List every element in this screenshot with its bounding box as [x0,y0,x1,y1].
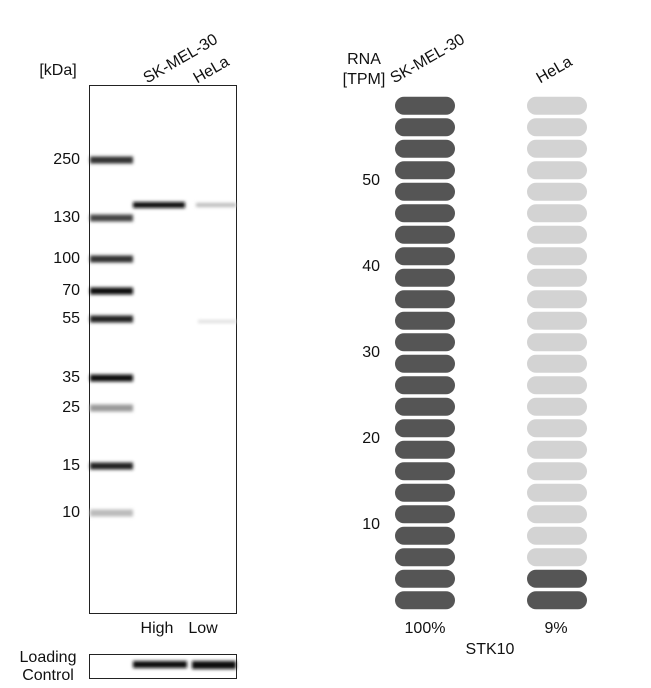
level-label: Low [188,620,218,637]
tpm-segment [527,569,587,588]
marker-label: 250 [53,151,80,168]
column-label: HeLa [534,53,576,87]
band [198,320,236,323]
tpm-segment [395,139,455,158]
marker-label: 15 [62,457,80,474]
tpm-segment [395,225,455,244]
loading-label: Loading [20,649,77,666]
marker-label: 70 [62,282,80,299]
marker-label: 35 [62,369,80,386]
tpm-segment [527,268,587,287]
level-label: High [141,620,174,637]
axis-title: RNA [347,51,381,68]
tpm-segment [527,182,587,201]
tpm-segment [527,526,587,545]
marker-label: 25 [62,399,80,416]
band [192,661,236,669]
blot-frame [89,85,237,614]
tpm-segment [395,483,455,502]
marker-label: 130 [53,209,80,226]
tpm-segment [527,290,587,309]
tpm-segment [527,591,587,610]
ladder-band [90,509,133,517]
tpm-segment [395,376,455,395]
tpm-segment [395,118,455,137]
tpm-segment [395,268,455,287]
tpm-segment [527,462,587,481]
ladder-band [90,156,133,164]
tpm-segment [395,333,455,352]
ladder-band [90,374,133,382]
ladder-band [90,404,133,412]
tpm-segment [527,548,587,567]
y-tick-label: 50 [362,172,380,189]
tpm-segment [527,397,587,416]
band [133,202,185,208]
marker-label: 10 [62,504,80,521]
tpm-segment [527,161,587,180]
tpm-segment [395,96,455,115]
tpm-segment [527,505,587,524]
tpm-segment [395,419,455,438]
tpm-segment [527,311,587,330]
tpm-segment [395,354,455,373]
tpm-segment [395,548,455,567]
tpm-segment [395,311,455,330]
tpm-segment [527,96,587,115]
loading-label: Control [22,667,74,683]
y-tick-label: 30 [362,344,380,361]
tpm-segment [395,397,455,416]
tpm-segment [527,483,587,502]
percent-label: 9% [544,620,567,637]
tpm-segment [527,118,587,137]
tpm-segment [395,204,455,223]
tpm-segment [395,526,455,545]
tpm-segment [527,225,587,244]
ladder-band [90,315,133,323]
tpm-segment [527,440,587,459]
band [196,203,236,207]
marker-label: 55 [62,310,80,327]
y-tick-label: 10 [362,516,380,533]
y-tick-label: 20 [362,430,380,447]
tpm-segment [527,333,587,352]
tpm-segment [395,440,455,459]
axis-title: [TPM] [343,71,386,88]
tpm-segment [527,247,587,266]
tpm-segment [527,419,587,438]
tpm-segment [527,376,587,395]
ladder-band [90,214,133,222]
kda-label: [kDa] [39,62,76,79]
tpm-segment [527,139,587,158]
tpm-segment [527,204,587,223]
band [133,661,187,668]
gene-label: STK10 [466,641,515,658]
marker-label: 100 [53,250,80,267]
ladder-band [90,255,133,263]
tpm-segment [395,182,455,201]
ladder-band [90,462,133,470]
tpm-segment [395,161,455,180]
tpm-segment [395,505,455,524]
ladder-band [90,287,133,295]
tpm-segment [395,247,455,266]
tpm-segment [395,462,455,481]
column-label: SK-MEL-30 [388,31,468,87]
tpm-segment [395,591,455,610]
percent-label: 100% [405,620,446,637]
tpm-segment [395,569,455,588]
tpm-segment [395,290,455,309]
y-tick-label: 40 [362,258,380,275]
tpm-segment [527,354,587,373]
